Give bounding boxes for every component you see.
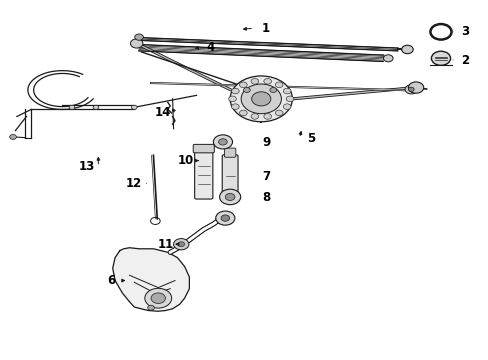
Circle shape (275, 82, 283, 87)
Circle shape (239, 110, 246, 116)
Circle shape (213, 135, 232, 149)
Circle shape (130, 39, 142, 48)
FancyBboxPatch shape (222, 155, 238, 198)
Text: 3: 3 (460, 25, 468, 38)
Circle shape (93, 105, 99, 109)
Circle shape (283, 88, 290, 94)
Circle shape (218, 139, 227, 145)
Circle shape (219, 189, 240, 205)
Text: 1: 1 (262, 22, 269, 35)
Circle shape (430, 51, 449, 66)
Text: 7: 7 (262, 170, 269, 183)
Circle shape (269, 87, 276, 93)
Circle shape (404, 85, 417, 94)
Circle shape (401, 45, 412, 54)
Circle shape (407, 82, 423, 93)
Circle shape (131, 105, 137, 109)
Circle shape (151, 293, 165, 303)
Circle shape (275, 110, 283, 116)
Text: 11: 11 (157, 238, 173, 251)
Polygon shape (112, 248, 189, 311)
Circle shape (231, 88, 239, 94)
Text: 6: 6 (107, 274, 115, 287)
Circle shape (173, 239, 188, 250)
Text: 10: 10 (178, 154, 194, 167)
Circle shape (230, 76, 292, 122)
Circle shape (178, 242, 184, 247)
Circle shape (10, 135, 17, 139)
Text: 5: 5 (307, 132, 315, 145)
Circle shape (251, 92, 270, 106)
Circle shape (147, 305, 154, 310)
Text: 9: 9 (262, 136, 270, 149)
Circle shape (283, 104, 290, 109)
Circle shape (135, 34, 143, 40)
Circle shape (250, 113, 258, 119)
Text: 2: 2 (460, 54, 468, 67)
FancyBboxPatch shape (194, 150, 212, 199)
Circle shape (407, 87, 413, 91)
FancyBboxPatch shape (224, 148, 235, 157)
Circle shape (215, 211, 234, 225)
Circle shape (383, 55, 392, 62)
Circle shape (250, 78, 258, 84)
Circle shape (225, 193, 234, 201)
Text: 4: 4 (206, 41, 215, 54)
Text: 8: 8 (262, 191, 270, 204)
FancyBboxPatch shape (193, 144, 214, 153)
Circle shape (264, 78, 271, 84)
Circle shape (241, 84, 281, 114)
Circle shape (228, 96, 236, 102)
Circle shape (239, 82, 246, 87)
Text: 13: 13 (78, 160, 94, 173)
Circle shape (264, 113, 271, 119)
Circle shape (285, 96, 293, 102)
Circle shape (69, 105, 75, 109)
Text: 12: 12 (126, 177, 142, 190)
Circle shape (243, 87, 250, 93)
Text: 14: 14 (155, 106, 171, 119)
Circle shape (144, 288, 171, 308)
Circle shape (231, 104, 239, 109)
Circle shape (221, 215, 229, 221)
